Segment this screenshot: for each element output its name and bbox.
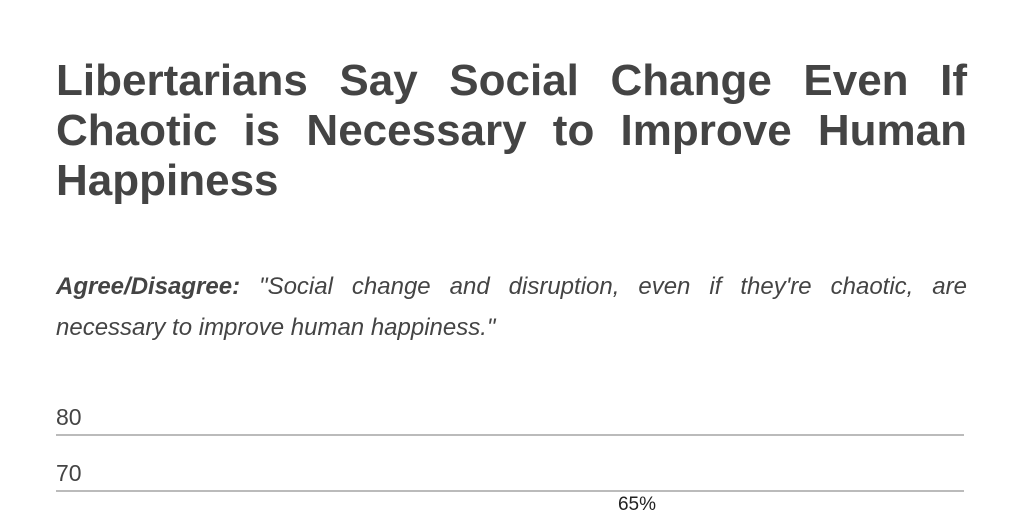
- y-tick-label: 80: [56, 404, 82, 430]
- data-label: 65%: [618, 494, 656, 512]
- chart-subtitle: Agree/Disagree: "Social change and disru…: [56, 266, 967, 348]
- chart-title: Libertarians Say Social Change Even If C…: [56, 56, 967, 205]
- subtitle-lead: Agree/Disagree:: [56, 273, 241, 300]
- subtitle-question: "Social change and disruption, even if t…: [56, 273, 967, 341]
- y-tick-label: 70: [56, 460, 82, 486]
